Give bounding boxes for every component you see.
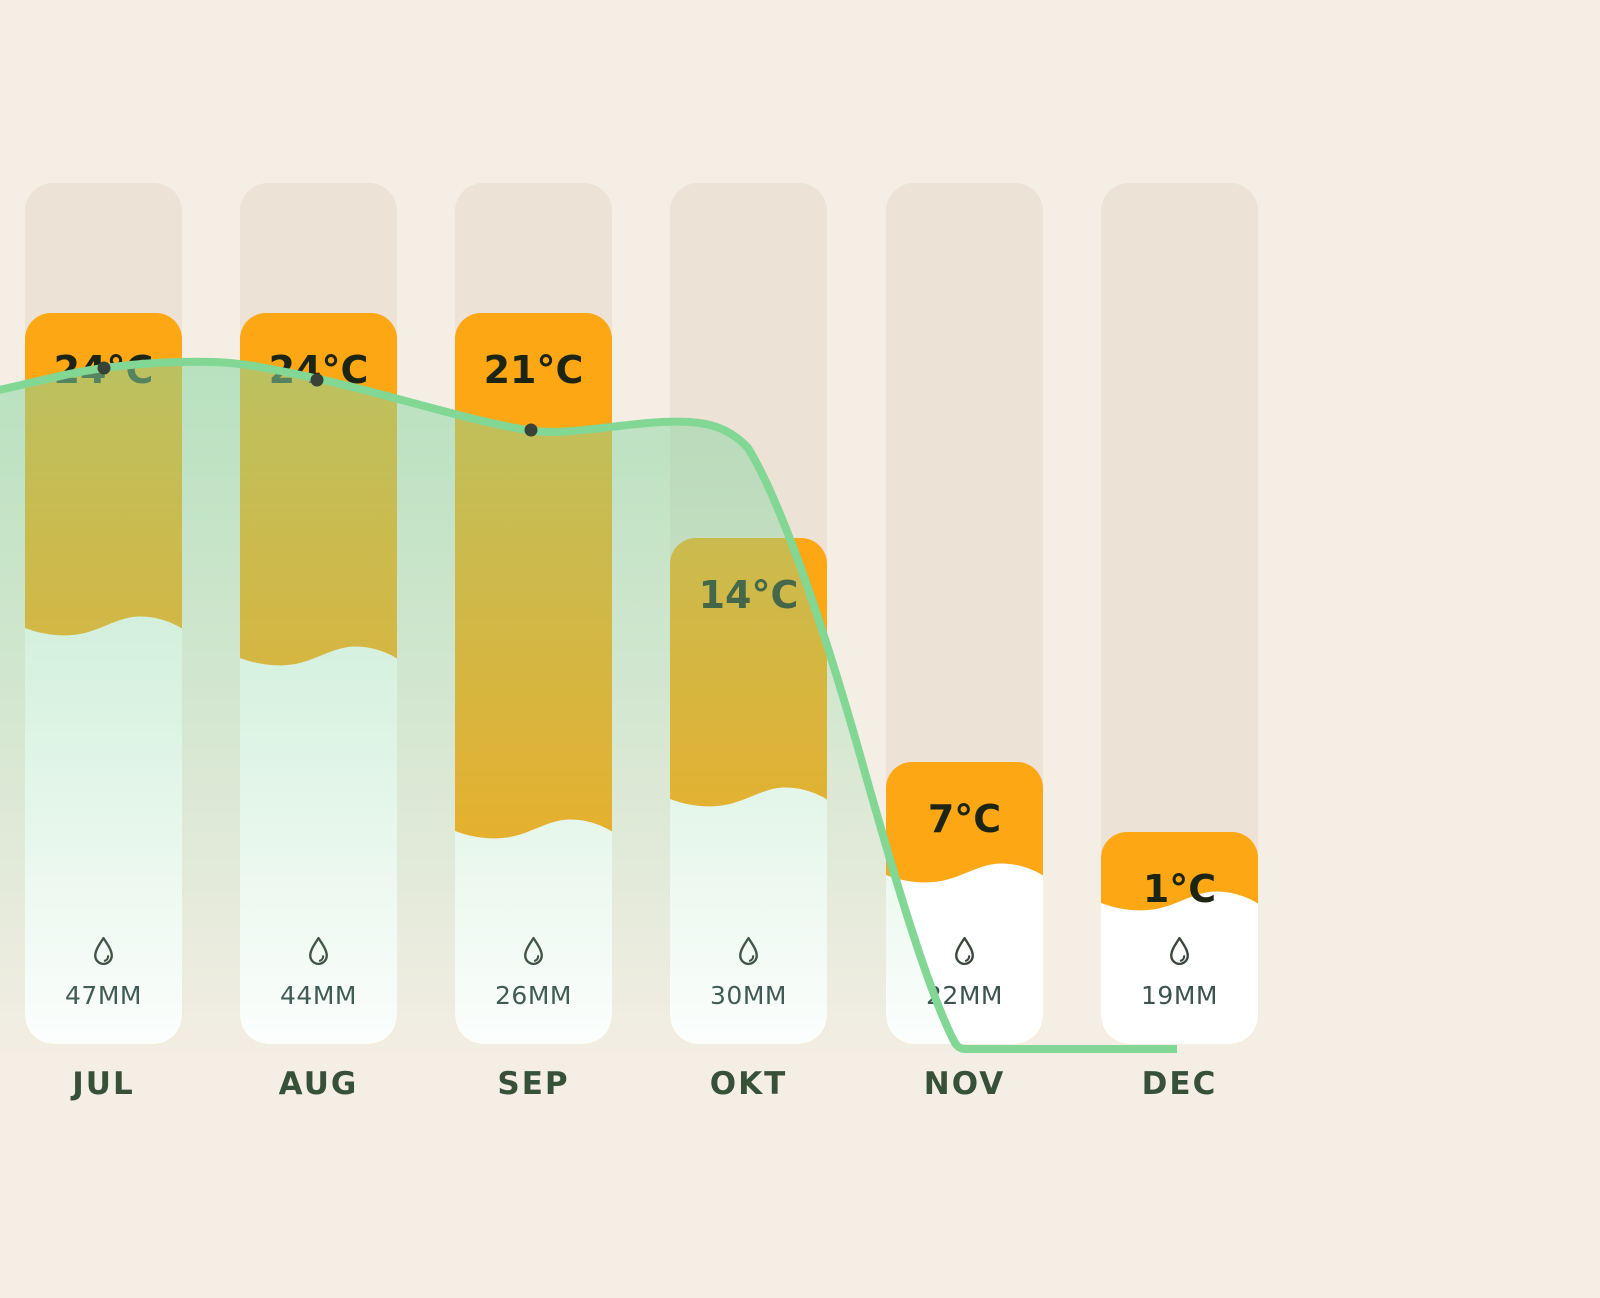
- temperature-value: 7°C: [927, 797, 1002, 841]
- temperature-value: 1°C: [1142, 867, 1217, 911]
- month-column-nov: 7°C 22MM: [886, 183, 1043, 1044]
- rain-wave-edge: [886, 863, 1043, 886]
- precipitation-block: 19MM: [1101, 935, 1258, 1010]
- month-column-jul: 24°C 47MM: [25, 183, 182, 1044]
- precipitation-value: 44MM: [280, 981, 357, 1010]
- month-column-sep: 21°C 26MM: [455, 183, 612, 1044]
- precipitation-value: 30MM: [710, 981, 787, 1010]
- water-drop-icon: [1170, 936, 1189, 965]
- month-column-aug: 24°C 44MM: [240, 183, 397, 1044]
- rain-wave-edge: [455, 819, 612, 842]
- column-track: 14°C 30MM: [670, 183, 827, 1044]
- precipitation-block: 44MM: [240, 935, 397, 1010]
- precipitation-block: 47MM: [25, 935, 182, 1010]
- column-track: 7°C 22MM: [886, 183, 1043, 1044]
- month-label-jul: JUL: [72, 1066, 135, 1102]
- rain-wave-edge: [240, 646, 397, 669]
- column-track: 24°C 44MM: [240, 183, 397, 1044]
- month-column-okt: 14°C 30MM: [670, 183, 827, 1044]
- temperature-value: 14°C: [698, 573, 799, 617]
- water-drop-icon: [94, 936, 113, 965]
- water-drop-icon: [309, 936, 328, 965]
- month-column-dec: 1°C 19MM: [1101, 183, 1258, 1044]
- precipitation-block: 30MM: [670, 935, 827, 1010]
- precipitation-value: 22MM: [926, 981, 1003, 1010]
- rain-wave-edge: [25, 616, 182, 639]
- rain-wave-edge: [1101, 891, 1258, 914]
- column-track: 1°C 19MM: [1101, 183, 1258, 1044]
- column-track: 21°C 26MM: [455, 183, 612, 1044]
- water-drop-icon: [739, 936, 758, 965]
- month-label-nov: NOV: [923, 1066, 1006, 1102]
- precipitation-value: 26MM: [495, 981, 572, 1010]
- month-label-aug: AUG: [278, 1066, 359, 1102]
- precipitation-value: 47MM: [65, 981, 142, 1010]
- month-label-okt: OKT: [709, 1066, 788, 1102]
- water-drop-icon: [524, 936, 543, 965]
- precipitation-block: 22MM: [886, 935, 1043, 1010]
- rain-wave-edge: [670, 787, 827, 810]
- column-track: 24°C 47MM: [25, 183, 182, 1044]
- temperature-value: 21°C: [483, 348, 584, 392]
- precipitation-value: 19MM: [1141, 981, 1218, 1010]
- water-drop-icon: [955, 936, 974, 965]
- month-label-sep: SEP: [497, 1066, 570, 1102]
- temperature-value: 24°C: [268, 348, 369, 392]
- month-label-dec: DEC: [1141, 1066, 1218, 1102]
- temperature-value: 24°C: [53, 348, 154, 392]
- precipitation-block: 26MM: [455, 935, 612, 1010]
